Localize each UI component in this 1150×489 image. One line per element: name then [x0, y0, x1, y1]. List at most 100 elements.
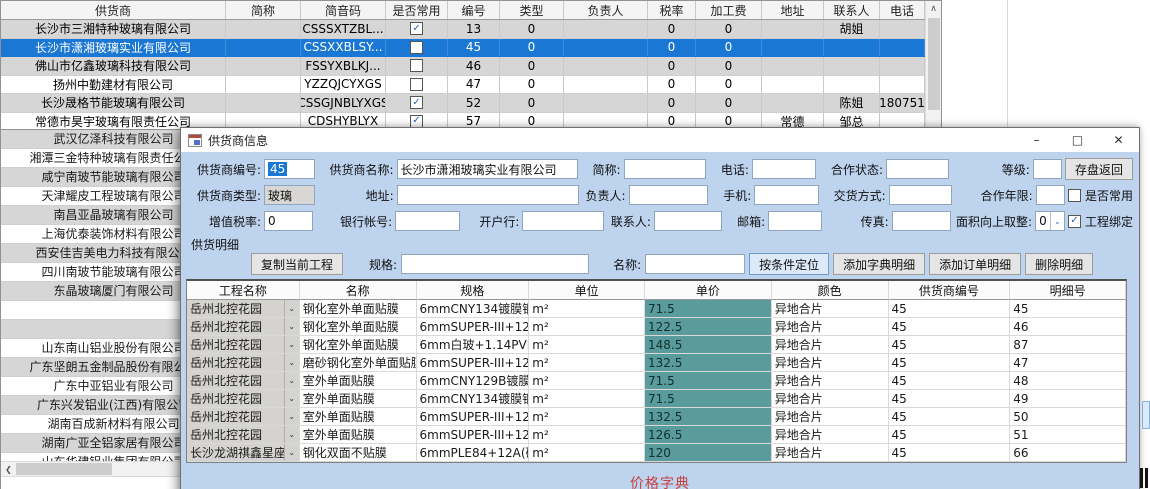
detail-cell[interactable]: 6mmCNY134镀膜钢化 [416, 300, 530, 318]
column-header[interactable]: 税率 [648, 1, 696, 19]
detail-cell[interactable]: 45 [888, 372, 1011, 390]
list-item[interactable]: 四川南玻节能玻璃有限公司 [1, 263, 180, 282]
detail-row[interactable]: 岳州北控花园 ⌄磨砂钢化室外单面贴膜6mmSUPER-III+12A(硅...m²… [187, 354, 1126, 372]
checkbox-icon[interactable] [410, 77, 423, 91]
column-header[interactable]: 负责人 [564, 1, 648, 19]
bank-input[interactable] [522, 211, 604, 231]
detail-cell[interactable]: 异地合片 [771, 300, 889, 318]
close-button[interactable]: ✕ [1113, 133, 1124, 147]
detail-cell[interactable]: 45 [888, 300, 1011, 318]
list-item[interactable]: 湖南百成新材料有限公司 [1, 415, 180, 434]
checkbox-icon[interactable]: ✓ [410, 22, 423, 36]
detail-cell[interactable]: m² [529, 426, 646, 444]
detail-cell[interactable]: 钢化双面不贴膜 [299, 444, 417, 462]
detail-cell[interactable]: 6mm白玻+1.14PVB+6mm... [416, 336, 530, 354]
scroll-left-icon[interactable]: ❮ [5, 464, 12, 474]
detail-column-header[interactable]: 供货商编号 [888, 281, 1011, 300]
table-row[interactable]: 长沙市三湘特种玻璃有限公司 CSSSXTZBL... ✓ 13 0 0 0 胡姐 [1, 20, 941, 39]
minimize-button[interactable]: – [1033, 133, 1040, 147]
delete-detail-button[interactable]: 删除明细 [1025, 253, 1094, 275]
project-combo[interactable]: 岳州北控花园 ⌄ [187, 426, 300, 444]
supplier-name-input[interactable]: 长沙市潇湘玻璃实业有限公司 [396, 159, 578, 179]
checkbox-icon[interactable]: ✓ [410, 114, 423, 128]
price-cell[interactable]: 132.5 [645, 354, 772, 372]
detail-cell[interactable]: 6mmCNY134镀膜钢化 [416, 390, 530, 408]
price-cell[interactable]: 71.5 [645, 372, 772, 390]
detail-cell[interactable]: 异地合片 [771, 426, 889, 444]
detail-cell[interactable]: 钢化室外单面贴膜 [299, 300, 417, 318]
project-combo[interactable]: 岳州北控花园 ⌄ [187, 336, 300, 354]
detail-cell[interactable]: 异地合片 [771, 444, 889, 462]
save-return-button[interactable]: 存盘返回 [1064, 158, 1133, 180]
name-filter-input[interactable] [645, 254, 746, 274]
detail-column-header[interactable]: 单价 [645, 281, 772, 300]
list-item[interactable]: 湖南广亚全铝家居有限公司 [1, 434, 180, 453]
price-cell[interactable]: 148.5 [645, 336, 772, 354]
list-item[interactable]: 上海优泰装饰材料有限公司 [1, 225, 180, 244]
list-item[interactable]: 广东兴发铝业(江西)有限公司 [1, 396, 180, 415]
column-header[interactable]: 联系人 [824, 1, 880, 19]
detail-cell[interactable]: 45 [1010, 300, 1126, 318]
table-row[interactable]: 长沙晟格节能玻璃有限公司 CSSGJNBLYXGS ✓ 52 0 0 0 陈姐 180751 [1, 94, 941, 113]
detail-cell[interactable]: 6mmSUPER-III+12A(硅... [416, 408, 530, 426]
detail-cell[interactable]: 47 [1010, 354, 1126, 372]
detail-cell[interactable]: 45 [888, 390, 1011, 408]
vertical-scrollbar[interactable]: ∧ [925, 1, 941, 129]
locate-by-condition-button[interactable]: 按条件定位 [749, 253, 830, 275]
price-cell[interactable]: 71.5 [645, 390, 772, 408]
detail-row[interactable]: 岳州北控花园 ⌄室外单面贴膜6mmSUPER-III+12A(硅...m²132.… [187, 408, 1126, 426]
detail-row[interactable]: 岳州北控花园 ⌄室外单面贴膜6mmSUPER-III+12A(硅...m²126.… [187, 426, 1126, 444]
detail-cell[interactable]: 66 [1010, 444, 1126, 462]
table-row[interactable]: 佛山市亿鑫玻璃科技有限公司 FSSYXBLKJ... 46 0 0 0 [1, 57, 941, 76]
detail-cell[interactable]: 钢化室外单面贴膜 [299, 336, 417, 354]
spec-filter-input[interactable] [401, 254, 590, 274]
checkbox-icon[interactable] [410, 59, 423, 73]
checkbox-icon[interactable]: ✓ [410, 96, 423, 110]
detail-cell[interactable]: 45 [888, 426, 1011, 444]
contact-input[interactable] [653, 211, 723, 231]
coop-years-input[interactable] [1035, 185, 1065, 205]
table-row[interactable]: 常德市昊宇玻璃有限责任公司 CDSHYBLYX ✓ 57 0 0 0 常德 邹总 [1, 112, 941, 129]
scrollbar-thumb[interactable] [16, 463, 112, 475]
detail-row[interactable]: 岳州北控花园 ⌄室外单面贴膜6mmCNY129B镀膜钢化m²71.5异地合片454… [187, 372, 1126, 390]
project-bind-checkbox[interactable]: ✓ 工程绑定 [1068, 213, 1133, 230]
list-item[interactable]: 广东中亚铝业有限公司 [1, 377, 180, 396]
detail-cell[interactable]: 45 [888, 444, 1011, 462]
detail-column-header[interactable]: 规格 [416, 281, 530, 300]
detail-cell[interactable]: 48 [1010, 372, 1126, 390]
detail-cell[interactable]: 87 [1010, 336, 1126, 354]
bank-account-input[interactable] [395, 211, 461, 231]
detail-cell[interactable]: m² [529, 300, 646, 318]
list-item[interactable]: 咸宁南玻节能玻璃有限公司 [1, 168, 180, 187]
scrollbar-thumb[interactable] [928, 18, 940, 110]
area-round-select[interactable]: 0 ⌄ [1035, 211, 1065, 231]
mobile-input[interactable] [754, 185, 819, 205]
dialog-titlebar[interactable]: 供货商信息 – □ ✕ [181, 128, 1139, 152]
list-item[interactable]: 西安佳吉美电力科技有限公司 [1, 244, 180, 263]
detail-cell[interactable]: 6mmSUPER-III+12A(硅... [416, 354, 530, 372]
column-header[interactable]: 简音码 [301, 1, 386, 19]
detail-cell[interactable]: m² [529, 390, 646, 408]
detail-cell[interactable]: 室外单面贴膜 [299, 426, 417, 444]
phone-input[interactable] [751, 159, 817, 179]
price-cell[interactable]: 126.5 [645, 426, 772, 444]
detail-cell[interactable]: 磨砂钢化室外单面贴膜 [299, 354, 417, 372]
copy-current-project-button[interactable]: 复制当前工程 [251, 253, 344, 275]
detail-cell[interactable]: 室外单面贴膜 [299, 390, 417, 408]
detail-cell[interactable]: 45 [888, 318, 1011, 336]
manager-input[interactable] [628, 185, 709, 205]
supplier-type-input[interactable]: 玻璃 [264, 185, 315, 205]
list-item[interactable]: 武汉亿泽科技有限公司 [1, 130, 180, 149]
list-item[interactable]: 广东坚朗五金制品股份有限公司 [1, 358, 180, 377]
horizontal-scrollbar[interactable]: ❮ [1, 461, 180, 477]
list-item[interactable]: 南昌亚晶玻璃有限公司 [1, 206, 180, 225]
detail-cell[interactable]: 45 [888, 336, 1011, 354]
detail-cell[interactable]: 45 [888, 354, 1011, 372]
delivery-input[interactable] [888, 185, 952, 205]
list-item[interactable]: 湘潭三金特种玻璃有限责任公司 [1, 149, 180, 168]
column-header[interactable]: 编号 [448, 1, 500, 19]
detail-row[interactable]: 岳州北控花园 ⌄钢化室外单面贴膜6mm白玻+1.14PVB+6mm...m²148… [187, 336, 1126, 354]
email-input[interactable] [768, 211, 822, 231]
price-cell[interactable]: 120 [645, 444, 772, 462]
detail-cell[interactable]: m² [529, 372, 646, 390]
